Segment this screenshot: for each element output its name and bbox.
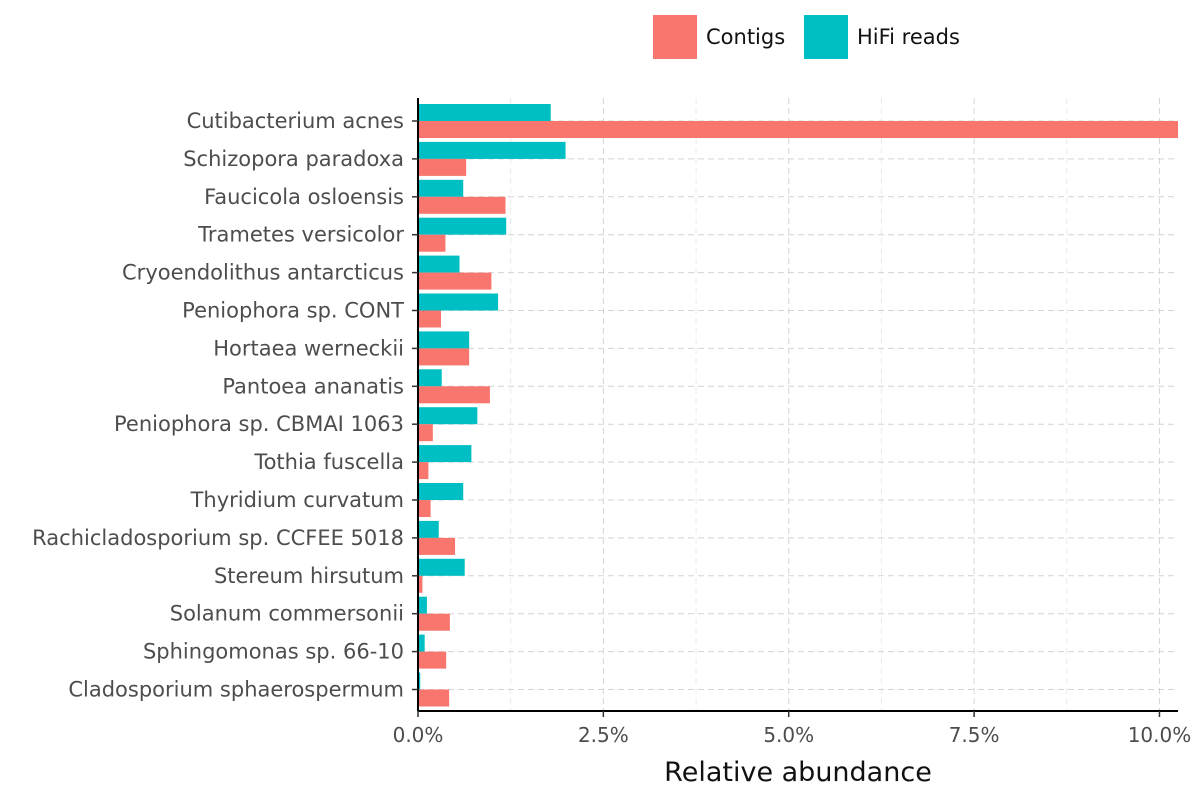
legend-label: Contigs bbox=[706, 25, 785, 49]
bar-hifi-reads bbox=[418, 293, 499, 311]
category-label: Solanum commersonii bbox=[170, 602, 404, 626]
category-label: Sphingomonas sp. 66-10 bbox=[143, 640, 404, 664]
category-label: Hortaea werneckii bbox=[213, 336, 404, 360]
bar-hifi-reads bbox=[418, 104, 551, 121]
bar-hifi-reads bbox=[418, 445, 472, 463]
bar-contigs bbox=[418, 158, 467, 176]
bar-contigs bbox=[418, 462, 429, 480]
bar-contigs bbox=[418, 537, 456, 555]
bar-hifi-reads bbox=[418, 596, 427, 614]
bar-contigs bbox=[418, 424, 433, 442]
grid-lines bbox=[418, 98, 1178, 711]
bar-hifi-reads bbox=[418, 672, 421, 690]
x-tick-label: 5.0% bbox=[763, 723, 814, 747]
bar-contigs bbox=[418, 310, 441, 328]
bar-contigs bbox=[418, 121, 1178, 138]
legend-key bbox=[804, 15, 848, 59]
category-label: Peniophora sp. CBMAI 1063 bbox=[114, 412, 404, 436]
category-label: Faucicola osloensis bbox=[204, 185, 404, 209]
bar-hifi-reads bbox=[418, 483, 464, 500]
bar-hifi-reads bbox=[418, 369, 442, 387]
bar-contigs bbox=[418, 651, 447, 669]
bar-hifi-reads bbox=[418, 331, 470, 349]
x-tick-label: 2.5% bbox=[578, 723, 629, 747]
category-labels: Cutibacterium acnes Schizopora paradoxa Fa… bbox=[32, 109, 404, 702]
x-tick-label: 0.0% bbox=[393, 723, 444, 747]
category-label: Rachicladosporium sp. CCFEE 5018 bbox=[32, 526, 404, 550]
x-tick-labels: 0.0% 2.5% 5.0% 7.5% 10.0% bbox=[393, 723, 1192, 747]
bars bbox=[418, 104, 1178, 707]
x-axis-title: Relative abundance bbox=[664, 757, 932, 788]
category-label: Peniophora sp. CONT bbox=[182, 299, 404, 323]
bar-hifi-reads bbox=[418, 255, 460, 273]
category-label: Schizopora paradoxa bbox=[183, 147, 404, 171]
bar-hifi-reads bbox=[418, 217, 507, 235]
category-label: Trametes versicolor bbox=[197, 223, 404, 247]
bar-hifi-reads bbox=[418, 179, 464, 197]
category-label: Cryoendolithus antarcticus bbox=[122, 261, 404, 285]
axes bbox=[412, 98, 1178, 717]
bar-contigs bbox=[418, 234, 446, 252]
bar-contigs bbox=[418, 500, 431, 517]
x-tick-label: 7.5% bbox=[949, 723, 1000, 747]
bar-hifi-reads bbox=[418, 634, 425, 652]
category-label: Cladosporium sphaerospermum bbox=[68, 678, 404, 702]
bar-hifi-reads bbox=[418, 141, 566, 159]
bar-contigs bbox=[418, 196, 506, 214]
bar-contigs bbox=[418, 575, 423, 593]
bar-contigs bbox=[418, 348, 470, 366]
bar-hifi-reads bbox=[418, 558, 465, 576]
category-label: Cutibacterium acnes bbox=[187, 109, 404, 133]
bar-contigs bbox=[418, 386, 490, 404]
category-label: Thyridium curvatum bbox=[190, 488, 404, 512]
legend: Contigs HiFi reads bbox=[653, 15, 960, 59]
bar-contigs bbox=[418, 613, 450, 631]
bar-contigs bbox=[418, 272, 492, 290]
legend-label: HiFi reads bbox=[857, 25, 960, 49]
category-label: Tothia fuscella bbox=[253, 450, 404, 474]
legend-key bbox=[653, 15, 697, 59]
category-label: Stereum hirsutum bbox=[214, 564, 404, 588]
x-tick-label: 10.0% bbox=[1128, 723, 1192, 747]
bar-contigs bbox=[418, 689, 450, 707]
bar-hifi-reads bbox=[418, 407, 478, 425]
category-label: Pantoea ananatis bbox=[222, 374, 404, 398]
bar-hifi-reads bbox=[418, 520, 439, 538]
